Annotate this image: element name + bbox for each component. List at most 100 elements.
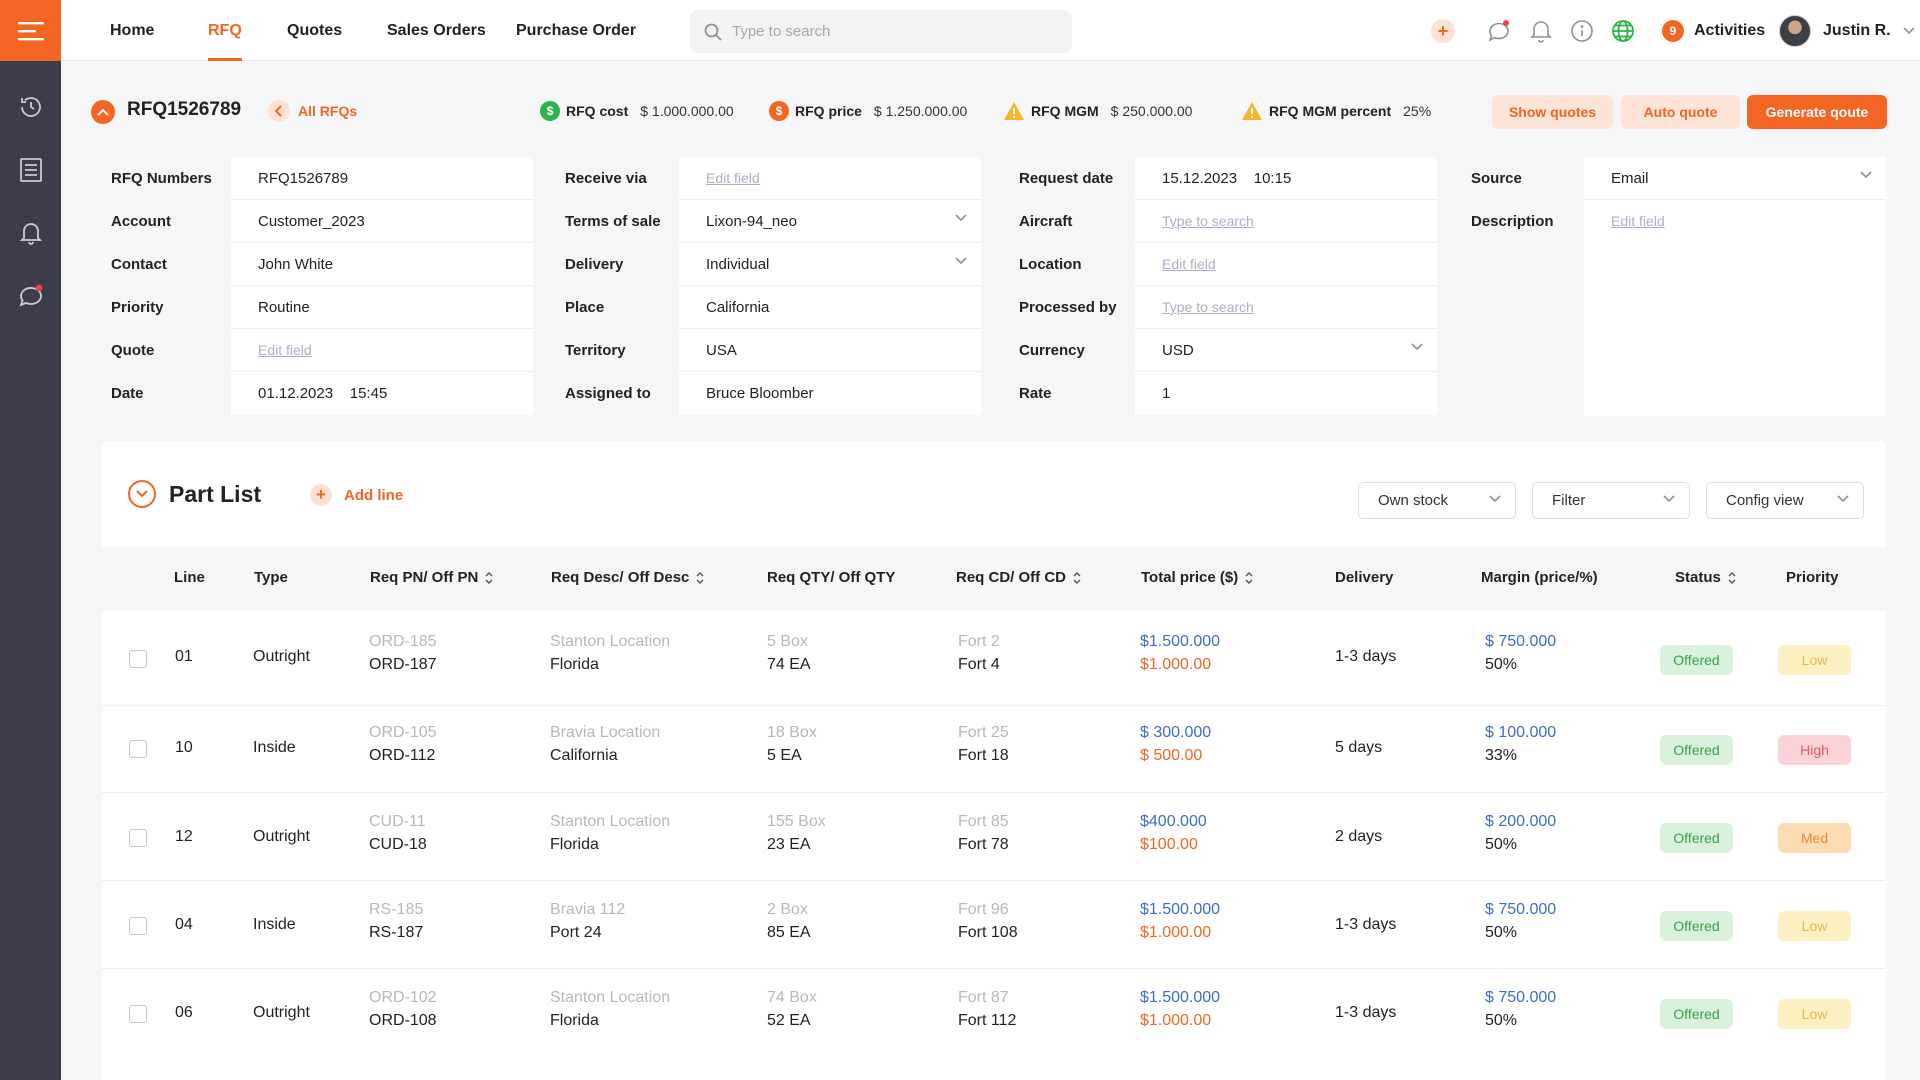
col-margin: Margin (price/%) [1481,569,1598,586]
margin-price: $ 750.000 [1485,901,1557,918]
col-total-price[interactable]: Total price ($) [1141,569,1254,586]
off-price: $1.000.00 [1140,656,1212,673]
sort-icon [1073,571,1081,584]
date-field[interactable]: 01.12.2023 15:45 [258,385,388,402]
activities-label: Activities [1694,21,1766,39]
req-price: $1.500.000 [1140,633,1221,650]
contact-field[interactable]: John White [231,243,533,286]
req-pn: ORD-105 [369,724,437,741]
config-view-dropdown[interactable]: Config view [1706,482,1864,519]
table-row[interactable]: 01 Outright ORD-185 ORD-187 Stanton Locat… [102,611,1886,706]
priority-field[interactable]: Routine [231,286,533,329]
receive-via-field[interactable]: Edit field [679,157,981,200]
rfq-number-field[interactable]: RFQ1526789 [231,157,533,200]
margin-percent: 50% [1485,656,1518,673]
row-checkbox[interactable] [129,740,147,758]
menu-icon[interactable] [0,0,61,61]
sort-icon [1245,571,1253,584]
sort-icon [485,571,493,584]
search-icon [704,23,722,41]
cell-price: $1.500.000 $1.000.00 [1140,901,1220,942]
col-pn[interactable]: Req PN/ Off PN [370,569,494,586]
own-stock-dropdown[interactable]: Own stock [1358,482,1516,519]
rate-field[interactable]: 1 [1162,385,1171,402]
collapse-up-icon[interactable] [91,100,115,124]
message-icon[interactable] [1486,18,1512,44]
off-desc: California [550,747,618,764]
col-label: Total price ($) [1141,569,1239,586]
assigned-to-field[interactable]: Bruce Bloomber [706,385,814,402]
filter-dropdown[interactable]: Filter [1532,482,1690,519]
user-menu[interactable]: Justin R. [1779,0,1915,61]
currency-select[interactable]: USD [1135,329,1437,372]
cell-desc: Stanton Location Florida [550,989,670,1030]
chat-icon[interactable] [0,264,61,327]
off-price: $1.000.00 [1140,1012,1212,1029]
auto-quote-button[interactable]: Auto quote [1621,95,1740,129]
activities-button[interactable]: 9 Activities [1662,0,1765,61]
notification-icon[interactable] [1528,18,1554,44]
list-icon[interactable] [0,138,61,201]
req-qty: 74 Box [767,989,817,1006]
source-select[interactable]: Email [1584,157,1886,200]
col-label: Type [254,569,288,586]
account-field[interactable]: Customer_2023 [231,200,533,243]
col-label: Margin (price/%) [1481,569,1598,586]
all-rfqs-link[interactable]: All RFQs [268,100,357,122]
request-date-field[interactable]: 15.12.2023 10:15 [1135,157,1437,200]
cell-margin: $ 750.000 50% [1485,633,1556,674]
cell-line: 10 [175,739,193,756]
delivery-select[interactable]: Individual [679,243,981,286]
dropdown-value: Own stock [1378,492,1449,509]
row-checkbox[interactable] [129,650,147,668]
req-cd: Fort 96 [958,901,1009,918]
nav-purchase-order[interactable]: Purchase Order [516,22,637,39]
history-icon[interactable] [0,75,61,138]
terms-of-sale-select[interactable]: Lixon-94_neo [679,200,981,243]
nav-home[interactable]: Home [110,22,155,39]
off-pn: ORD-112 [369,747,436,764]
row-checkbox[interactable] [129,1005,147,1023]
field-label: Location [1019,256,1082,273]
field-label: Delivery [565,256,624,273]
dropdown-value: Config view [1726,492,1804,509]
processed-by-search[interactable]: Type to search [1135,286,1437,329]
add-icon[interactable]: + [1430,18,1456,44]
field-label: Aircraft [1019,213,1073,230]
col-desc[interactable]: Req Desc/ Off Desc [551,569,705,586]
territory-field[interactable]: USA [679,329,981,372]
req-cd: Fort 87 [958,989,1009,1006]
table-row[interactable]: 10 Inside ORD-105 ORD-112 Bravia Location… [102,706,1886,793]
table-row[interactable]: 06 Outright ORD-102 ORD-108 Stanton Locat… [102,969,1886,1059]
metric-label: RFQ cost [566,103,629,119]
description-field[interactable]: Edit field [1611,213,1665,229]
off-desc: Florida [550,656,599,673]
table-row[interactable]: 12 Outright CUD-11 CUD-18 Stanton Locatio… [102,793,1886,881]
chevron-down-icon [1902,26,1915,34]
nav-sales-orders[interactable]: Sales Orders [387,22,486,39]
location-field[interactable]: Edit field [1135,243,1437,286]
place-field[interactable]: California [679,286,981,329]
collapse-down-icon[interactable] [128,480,156,508]
nav-quotes[interactable]: Quotes [287,22,343,39]
req-qty: 155 Box [767,813,826,830]
row-checkbox[interactable] [129,917,147,935]
row-checkbox[interactable] [129,829,147,847]
search-input[interactable] [732,23,1052,40]
field-label: Source [1471,170,1522,187]
generate-quote-button[interactable]: Generate qoute [1747,95,1887,129]
nav-rfq[interactable]: RFQ [208,0,242,61]
chevron-down-icon [1411,343,1423,351]
bell-icon[interactable] [0,201,61,264]
col-status[interactable]: Status [1675,569,1737,586]
info-icon[interactable] [1569,18,1595,44]
globe-icon[interactable] [1610,18,1636,44]
aircraft-search[interactable]: Type to search [1135,200,1437,243]
quote-field[interactable]: Edit field [231,329,533,372]
show-quotes-button[interactable]: Show quotes [1492,95,1613,129]
off-desc: Florida [550,1012,599,1029]
cell-cd: Fort 85 Fort 78 [958,813,1009,854]
col-cd[interactable]: Req CD/ Off CD [956,569,1082,586]
table-row[interactable]: 04 Inside RS-185 RS-187 Bravia 112 Port 24… [102,881,1886,969]
add-line-button[interactable]: + Add line [310,484,403,506]
